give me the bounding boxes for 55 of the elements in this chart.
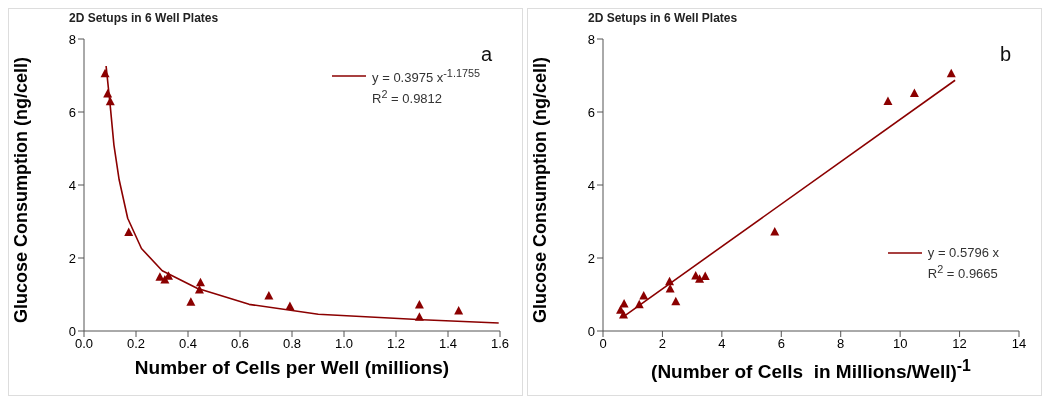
x-tick-label: 14: [1011, 336, 1027, 352]
chart-title: 2D Setups in 6 Well Plates: [588, 11, 738, 25]
point: [454, 305, 464, 315]
y-tick-label: 2: [587, 250, 595, 266]
point: [665, 284, 675, 293]
x-tick-label: 1.4: [438, 336, 458, 352]
x-tick-label: 8: [837, 336, 845, 352]
point: [770, 227, 780, 236]
y-tick-label: 8: [587, 31, 595, 47]
x-tick-label: 0.8: [282, 336, 302, 352]
x-tick-label: 0.0: [74, 336, 94, 352]
y-tick-label: 2: [68, 250, 76, 266]
point: [909, 88, 919, 97]
annotation: R$^{2}$ = 0.9665: [927, 262, 999, 283]
x-axis-title: (Number of Cells in Millions/Well)$^{-1}$: [650, 357, 972, 384]
x-axis-title: Number of Cells per Well (millions): [133, 357, 451, 379]
annotation: a: [480, 43, 492, 66]
point: [639, 290, 649, 300]
x-tick-label: 2: [658, 336, 667, 352]
legend-label: y = 0.3975 x$^{-1.1755}$: [372, 66, 480, 87]
x-tick-label: 4: [718, 336, 726, 352]
point: [700, 271, 710, 281]
x-tick-label: 1.6: [490, 336, 510, 352]
x-tick-label: 1.0: [334, 336, 354, 352]
x-tick-label: 10: [892, 336, 908, 352]
point: [695, 274, 705, 283]
point: [414, 300, 424, 309]
point: [671, 296, 681, 306]
chart-title: 2D Setups in 6 Well Plates: [69, 11, 219, 25]
annotation: b: [999, 43, 1011, 66]
x-tick-label: 1.2: [386, 336, 406, 352]
point: [124, 227, 134, 236]
point: [946, 68, 956, 78]
x-tick-label: 6: [777, 336, 785, 352]
point: [883, 96, 893, 105]
x-tick-label: 12: [952, 336, 967, 352]
y-tick-label: 8: [68, 31, 76, 47]
point: [616, 305, 626, 314]
x-tick-label: 0.2: [126, 336, 146, 352]
point: [164, 271, 173, 280]
y-tick-label: 6: [587, 104, 595, 120]
x-tick-label: 0.6: [230, 336, 250, 352]
line-series: [105, 65, 500, 324]
y-tick-label: 0: [587, 323, 595, 339]
legend-label: y = 0.5796 x: [927, 245, 999, 261]
y-axis-title: Glucose Consumption (ng/cell): [10, 56, 32, 324]
point: [186, 297, 196, 306]
x-tick-label: 0.4: [178, 336, 198, 352]
y-tick-label: 0: [68, 323, 76, 339]
y-tick-label: 6: [68, 104, 76, 120]
y-axis-title: Glucose Consumption (ng/cell): [529, 56, 551, 324]
x-tick-label: 0: [599, 336, 607, 352]
annotation: R$^{2}$ = 0.9812: [372, 87, 444, 108]
y-tick-label: 4: [587, 177, 595, 193]
y-tick-label: 4: [68, 177, 76, 193]
